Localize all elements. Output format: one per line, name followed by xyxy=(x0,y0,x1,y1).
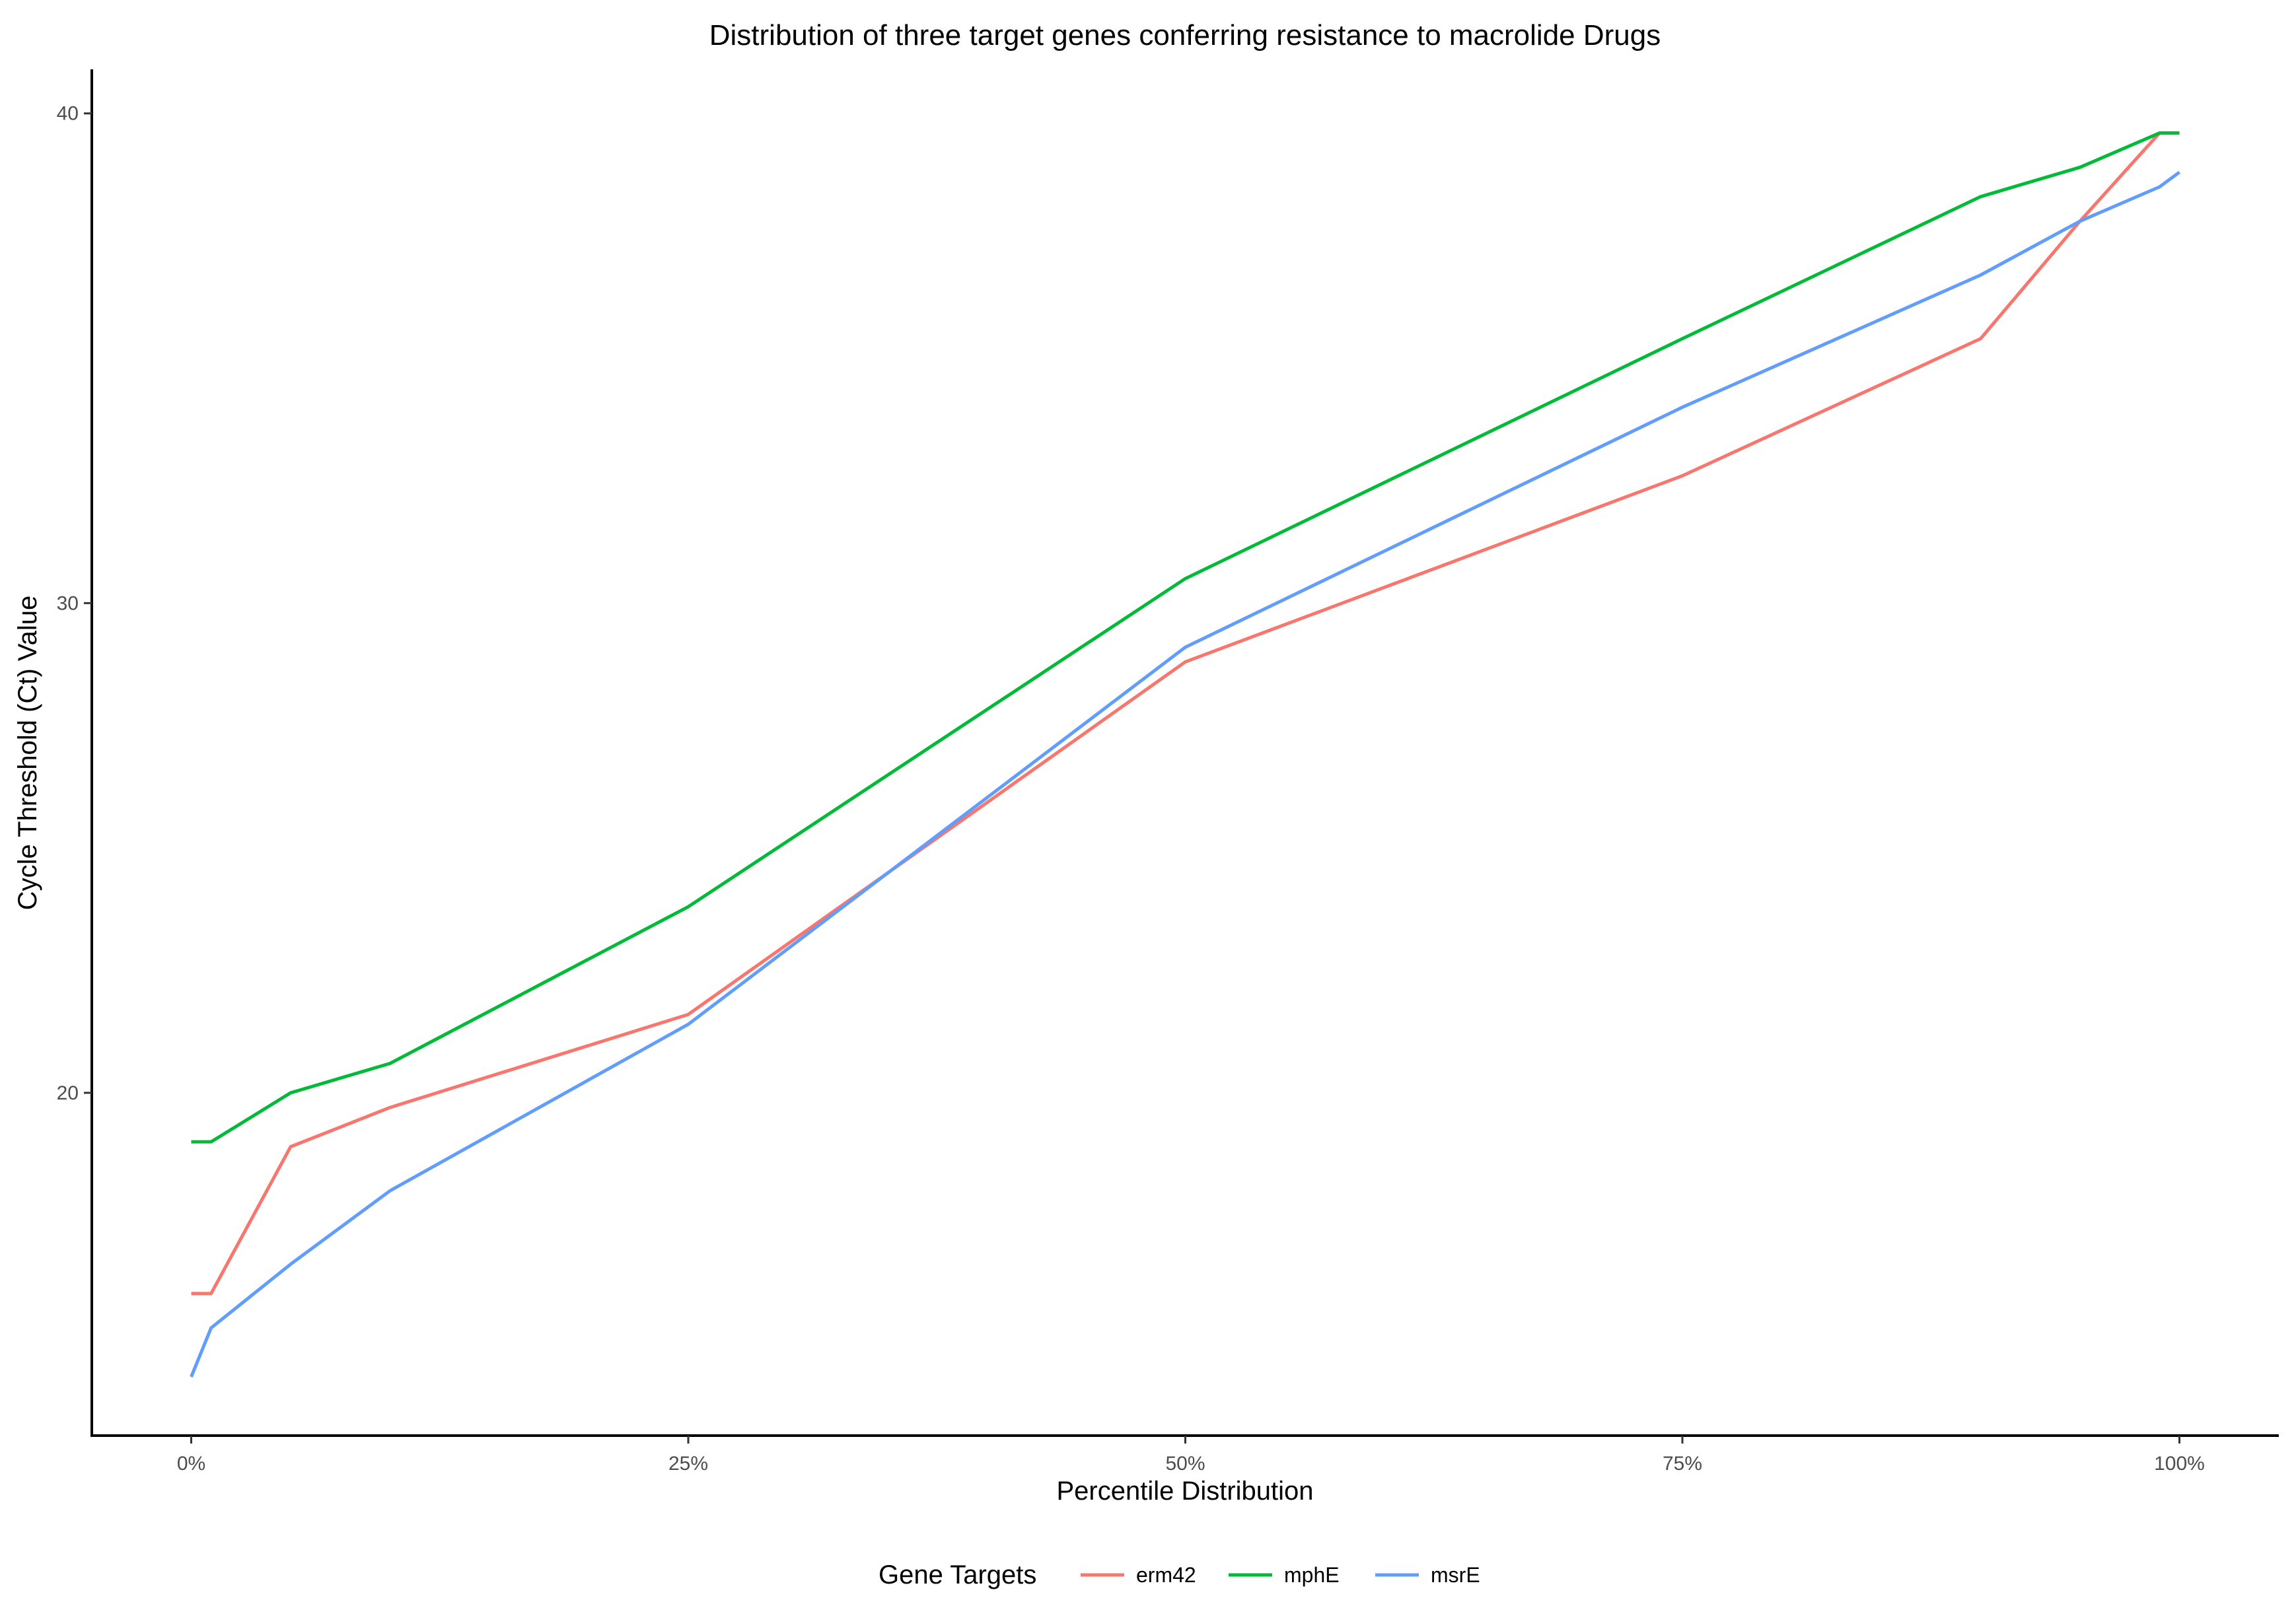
series-line-erm42 xyxy=(191,131,2180,1296)
x-tick-label: 0% xyxy=(177,1453,205,1475)
x-tick-label: 75% xyxy=(1663,1453,1702,1475)
y-tick-label: 30 xyxy=(57,592,79,614)
series-line-msrE xyxy=(190,170,2180,1377)
legend-label-mphE: mphE xyxy=(1284,1563,1340,1587)
chart-title: Distribution of three target genes confe… xyxy=(709,19,1661,52)
plot-lines xyxy=(190,131,2180,1377)
x-tick-label: 50% xyxy=(1165,1453,1205,1475)
x-axis-ticks: 0% 25% 50% 75% 100% xyxy=(177,1436,2205,1475)
x-tick-label: 25% xyxy=(668,1453,708,1475)
y-axis-title: Cycle Threshold (Ct) Value xyxy=(13,596,42,910)
legend: Gene Targets erm42 mphE msrE xyxy=(879,1560,1480,1589)
series-line-mphE xyxy=(191,131,2180,1144)
x-axis-title: Percentile Distribution xyxy=(1056,1477,1313,1506)
legend-label-msrE: msrE xyxy=(1431,1563,1480,1587)
y-tick-label: 40 xyxy=(57,103,79,125)
x-tick-label: 100% xyxy=(2154,1453,2205,1475)
y-axis-ticks: 20 30 40 xyxy=(57,103,92,1104)
y-tick-label: 20 xyxy=(57,1082,79,1104)
legend-title: Gene Targets xyxy=(879,1560,1036,1589)
legend-label-erm42: erm42 xyxy=(1136,1563,1196,1587)
